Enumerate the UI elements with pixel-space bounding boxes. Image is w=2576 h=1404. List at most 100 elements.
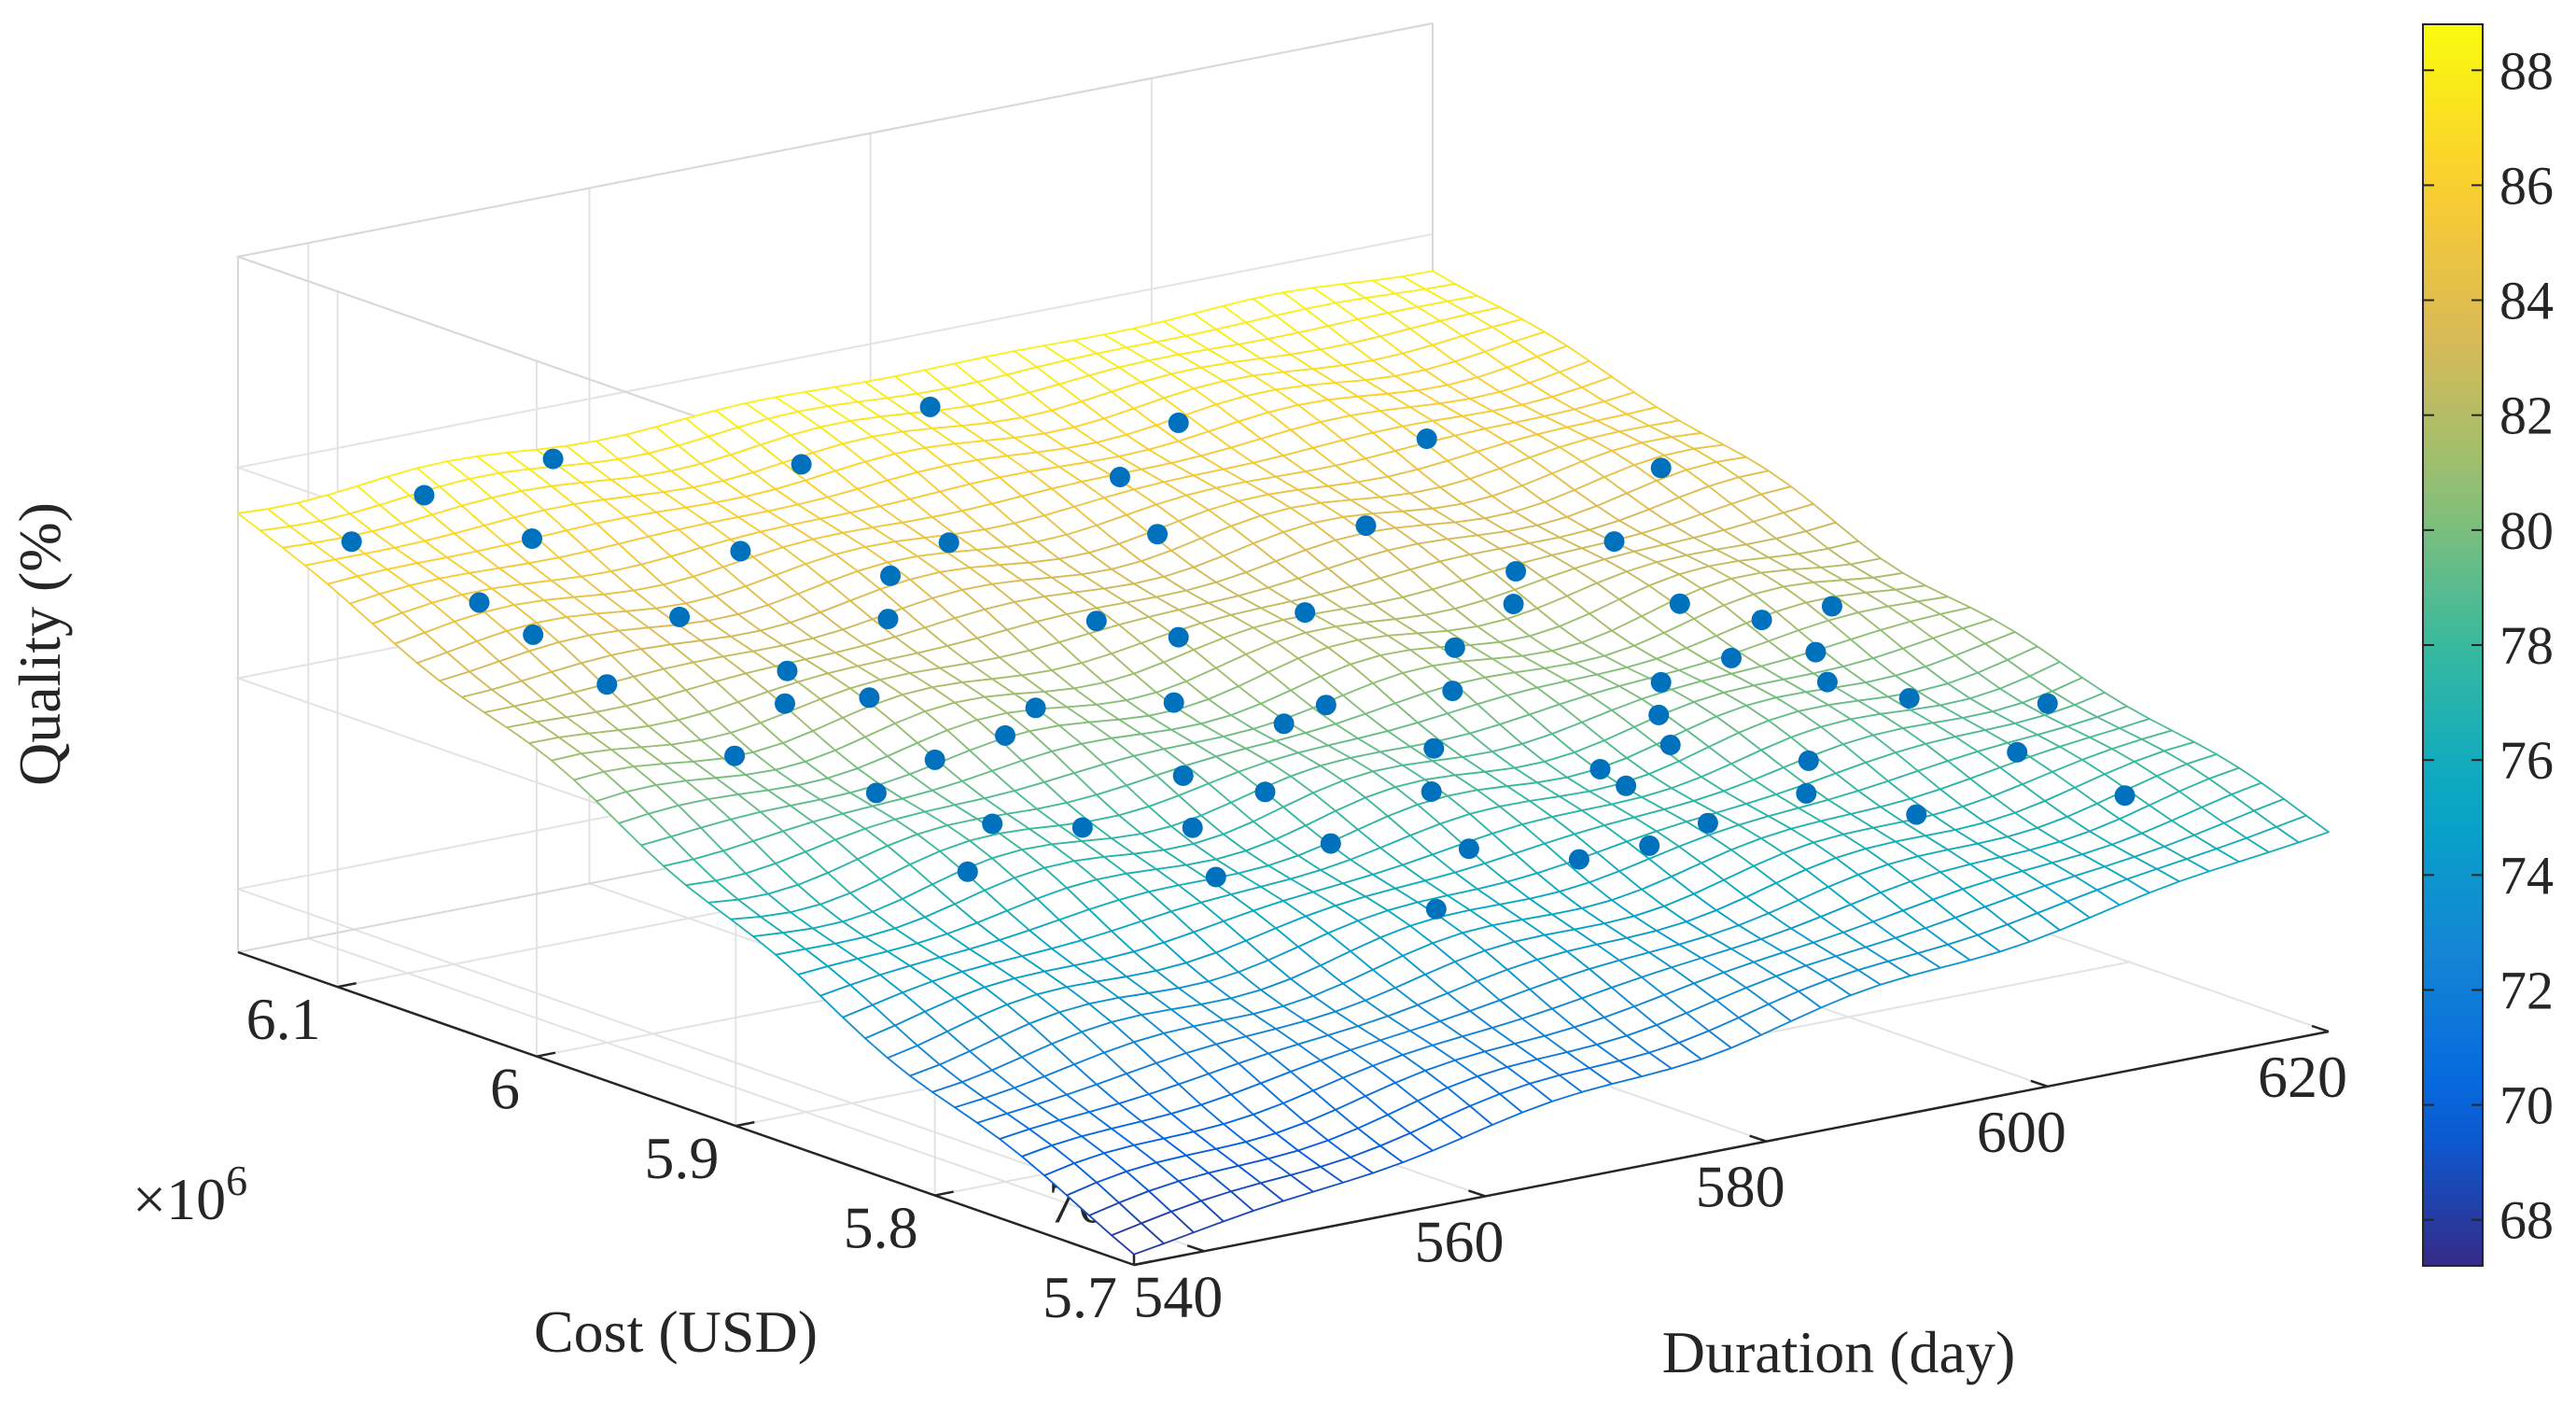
y-axis-label: Cost (USD) (534, 1299, 818, 1365)
scatter-point (924, 749, 945, 770)
scatter-point (1458, 838, 1479, 860)
scatter-point (1906, 804, 1927, 825)
colorbar-tick-label: 86 (2499, 155, 2554, 216)
y-tick (536, 1051, 556, 1058)
scatter-point (724, 745, 746, 766)
scatter-point (1805, 641, 1827, 663)
colorbar-tick-label: 76 (2499, 730, 2554, 791)
scatter-point (1650, 671, 1672, 693)
box-edge (237, 22, 1434, 258)
scatter-point (1421, 781, 1442, 802)
scatter-point (865, 782, 887, 804)
scatter-point (859, 687, 880, 709)
x-tick (2311, 1024, 2330, 1033)
scatter-point (1669, 593, 1690, 614)
surface-mesh (237, 270, 2330, 1256)
scatter-point (791, 454, 812, 475)
scatter-point (1071, 817, 1093, 838)
x-tick-label: 540 (1133, 1263, 1223, 1329)
scatter-point (1295, 602, 1316, 624)
scatter-point (1320, 833, 1341, 854)
colorbar-tick-label: 84 (2499, 271, 2554, 331)
scatter-point (1205, 866, 1226, 888)
y-tick-label: 6 (490, 1056, 520, 1122)
scatter-point (1616, 775, 1637, 796)
scatter-point (1442, 681, 1463, 702)
scatter-point (880, 565, 901, 586)
scatter-point (1898, 688, 1920, 709)
colorbar-ticks: 68 70 72 74 76 78 80 82 84 86 88 (2423, 40, 2554, 1251)
y-tick (735, 1120, 755, 1128)
scatter-point (1798, 750, 1819, 771)
scatter-point (1425, 898, 1447, 920)
scatter-point (995, 724, 1015, 746)
scatter-point (957, 861, 978, 882)
scatter-point (413, 484, 435, 506)
z-axis-label: Quality (%) (7, 502, 73, 786)
colorbar-tick-label: 78 (2499, 615, 2554, 676)
scatter-point (730, 541, 751, 562)
scatter-point (1659, 735, 1681, 755)
scatter-point (522, 528, 542, 549)
scatter-layer (341, 396, 2135, 920)
colorbar-tick-label: 74 (2499, 845, 2554, 906)
colorbar-tick-label: 70 (2499, 1075, 2554, 1136)
x-tick (2030, 1079, 2049, 1088)
scatter-point (1796, 782, 1817, 804)
scatter-point (982, 813, 1003, 835)
scatter-point (1172, 765, 1194, 786)
scatter-point (1639, 835, 1660, 856)
colorbar-tick-label: 72 (2499, 960, 2554, 1020)
scatter-point (1444, 637, 1465, 658)
scatter-point (523, 624, 544, 645)
scatter-point (1503, 594, 1524, 614)
x-tick-label: 580 (1696, 1154, 1785, 1220)
x-tick (1186, 1244, 1205, 1253)
surface-cell (2275, 814, 2330, 844)
x-tick-label: 600 (1977, 1099, 2066, 1165)
scatter-point (938, 532, 959, 554)
scatter-point (469, 592, 490, 613)
scatter-point (542, 448, 564, 470)
y-tick-label: 6.1 (246, 986, 321, 1052)
scatter-point (1168, 626, 1189, 648)
y-tick (337, 981, 357, 989)
y-tick-label: 5.9 (644, 1125, 719, 1191)
y-tick-label: 5.8 (844, 1195, 918, 1261)
colorbar-tick-label: 80 (2499, 500, 2554, 561)
scatter-point (2114, 785, 2135, 807)
scatter-point (1423, 737, 1445, 759)
x-tick-label: 620 (2258, 1044, 2347, 1110)
colorbar-tick-label: 68 (2499, 1190, 2554, 1251)
scatter-point (1697, 812, 1718, 834)
scatter-point (1273, 713, 1295, 735)
scatter-point (1168, 412, 1189, 433)
x-axis-line (1133, 1030, 2330, 1267)
scatter-point (1163, 692, 1184, 713)
x-tick-label: 560 (1414, 1208, 1504, 1274)
scatter-point (1648, 704, 1670, 725)
scatter-point (777, 660, 798, 681)
y-tick (934, 1190, 954, 1197)
scatter-point (1085, 611, 1107, 632)
y-tick-label: 5.7 (1043, 1264, 1117, 1330)
scatter-point (1589, 759, 1611, 779)
x-tick (1749, 1134, 1768, 1143)
colorbar-tick-label: 88 (2499, 40, 2554, 101)
scatter-point (775, 693, 795, 714)
colorbar-tick-label: 82 (2499, 386, 2554, 446)
scatter-point (1182, 817, 1203, 838)
scatter-point (341, 531, 362, 553)
scatter-point (1505, 561, 1527, 582)
scatter-point (2007, 741, 2028, 763)
x-tick (1468, 1189, 1486, 1198)
scatter-point (1816, 671, 1838, 693)
scatter-point (1568, 849, 1589, 870)
scatter-point (1147, 524, 1169, 545)
scatter-point (919, 396, 941, 417)
scatter-point (1603, 531, 1625, 553)
scatter-point (1821, 596, 1842, 617)
scatter-point (877, 609, 899, 630)
